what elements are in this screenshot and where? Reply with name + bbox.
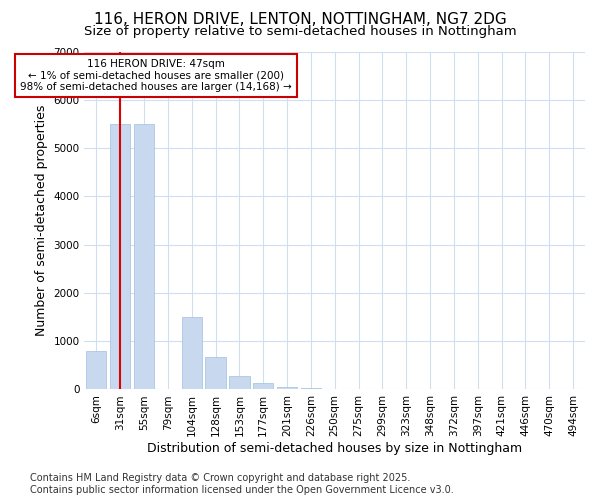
Text: 116, HERON DRIVE, LENTON, NOTTINGHAM, NG7 2DG: 116, HERON DRIVE, LENTON, NOTTINGHAM, NG… <box>94 12 506 28</box>
X-axis label: Distribution of semi-detached houses by size in Nottingham: Distribution of semi-detached houses by … <box>147 442 522 455</box>
Bar <box>205 356 226 390</box>
Text: Size of property relative to semi-detached houses in Nottingham: Size of property relative to semi-detach… <box>83 25 517 38</box>
Bar <box>277 387 297 390</box>
Bar <box>86 351 106 390</box>
Text: 116 HERON DRIVE: 47sqm
← 1% of semi-detached houses are smaller (200)
98% of sem: 116 HERON DRIVE: 47sqm ← 1% of semi-deta… <box>20 58 292 92</box>
Bar <box>229 376 250 390</box>
Y-axis label: Number of semi-detached properties: Number of semi-detached properties <box>35 105 48 336</box>
Bar <box>182 317 202 390</box>
Bar <box>301 388 321 390</box>
Bar <box>253 383 274 390</box>
Bar <box>134 124 154 390</box>
Text: Contains HM Land Registry data © Crown copyright and database right 2025.
Contai: Contains HM Land Registry data © Crown c… <box>30 474 454 495</box>
Bar <box>110 124 130 390</box>
